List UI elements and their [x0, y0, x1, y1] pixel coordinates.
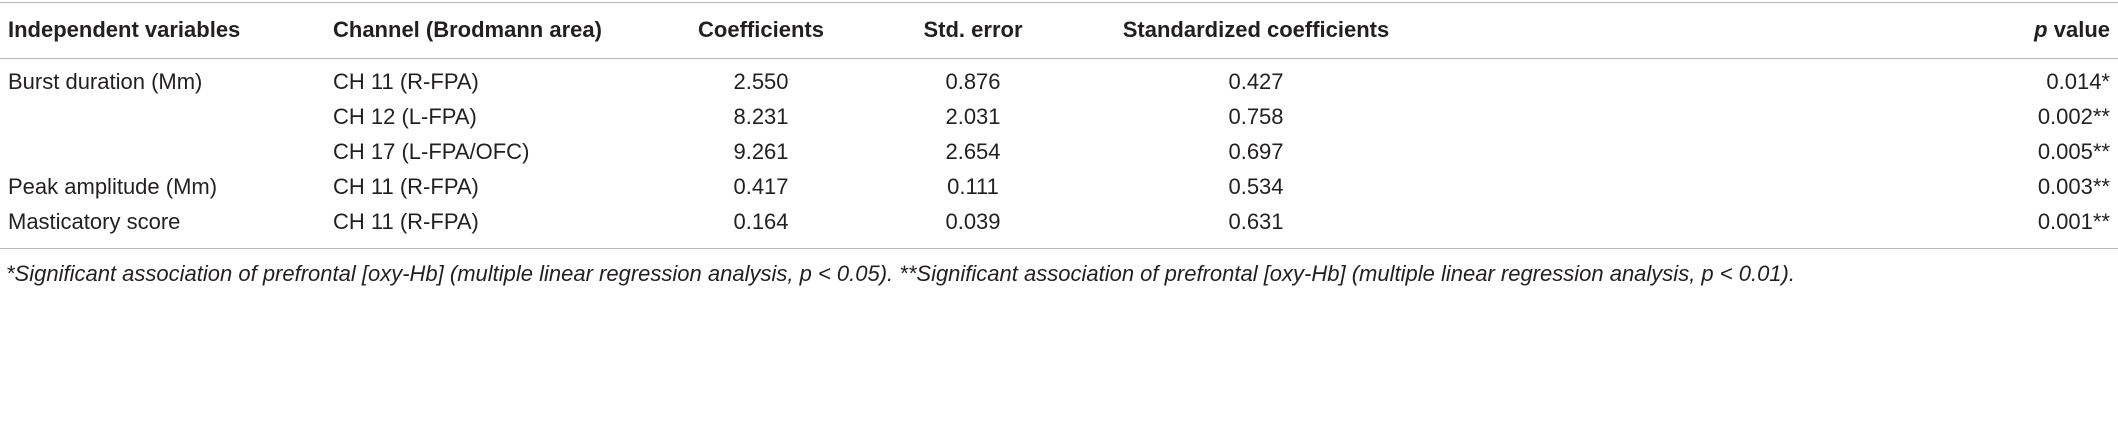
table-cell: 0.111 [947, 174, 999, 199]
table-cell: 2.550 [733, 69, 789, 94]
table-cell: 0.164 [733, 209, 789, 234]
table-cell: 0.631 [1228, 209, 1284, 234]
table-cell: Masticatory score [8, 209, 181, 234]
table-cell: CH 11 (R-FPA) [333, 174, 479, 199]
table-cell: 0.697 [1228, 139, 1284, 164]
table-cell: 0.534 [1228, 174, 1284, 199]
header-cell: p value [2034, 13, 2110, 47]
header-cell: Standardized coefficients [1122, 17, 1390, 42]
table-cell: CH 11 (R-FPA) [333, 69, 479, 94]
footnote: *Significant association of prefrontal [… [6, 261, 1795, 286]
table-cell: 9.261 [733, 139, 789, 164]
table-cell: Peak amplitude (Mm) [8, 174, 218, 199]
table-cell: 2.031 [945, 104, 1001, 129]
table-cell: 8.231 [733, 104, 789, 129]
top-rule [0, 2, 2118, 3]
header-rule [0, 58, 2118, 59]
table-cell: 0.005** [2037, 139, 2110, 164]
table-cell: Burst duration (Mm) [8, 69, 203, 94]
bottom-rule [0, 248, 2118, 249]
table-cell: 0.039 [945, 209, 1001, 234]
table-cell: 0.427 [1228, 69, 1284, 94]
header-cell: Independent variables [8, 17, 241, 42]
table-cell: 0.417 [733, 174, 789, 199]
header-cell: Coefficients [698, 17, 824, 42]
header-italic: p [2034, 17, 2048, 42]
table-cell: CH 17 (L-FPA/OFC) [333, 139, 530, 164]
table-cell: 0.014* [2046, 69, 2110, 94]
header-cell: Std. error [923, 17, 1023, 42]
table-cell: CH 12 (L-FPA) [333, 104, 477, 129]
header-cell: Channel (Brodmann area) [333, 17, 602, 42]
table-cell: CH 11 (R-FPA) [333, 209, 479, 234]
table-cell: 2.654 [945, 139, 1001, 164]
table-cell: 0.876 [945, 69, 1001, 94]
table-cell: 0.758 [1228, 104, 1284, 129]
table-cell: 0.001** [2037, 209, 2110, 234]
table-cell: 0.003** [2037, 174, 2110, 199]
table-cell: 0.002** [2037, 104, 2110, 129]
header-text: value [2053, 17, 2110, 42]
